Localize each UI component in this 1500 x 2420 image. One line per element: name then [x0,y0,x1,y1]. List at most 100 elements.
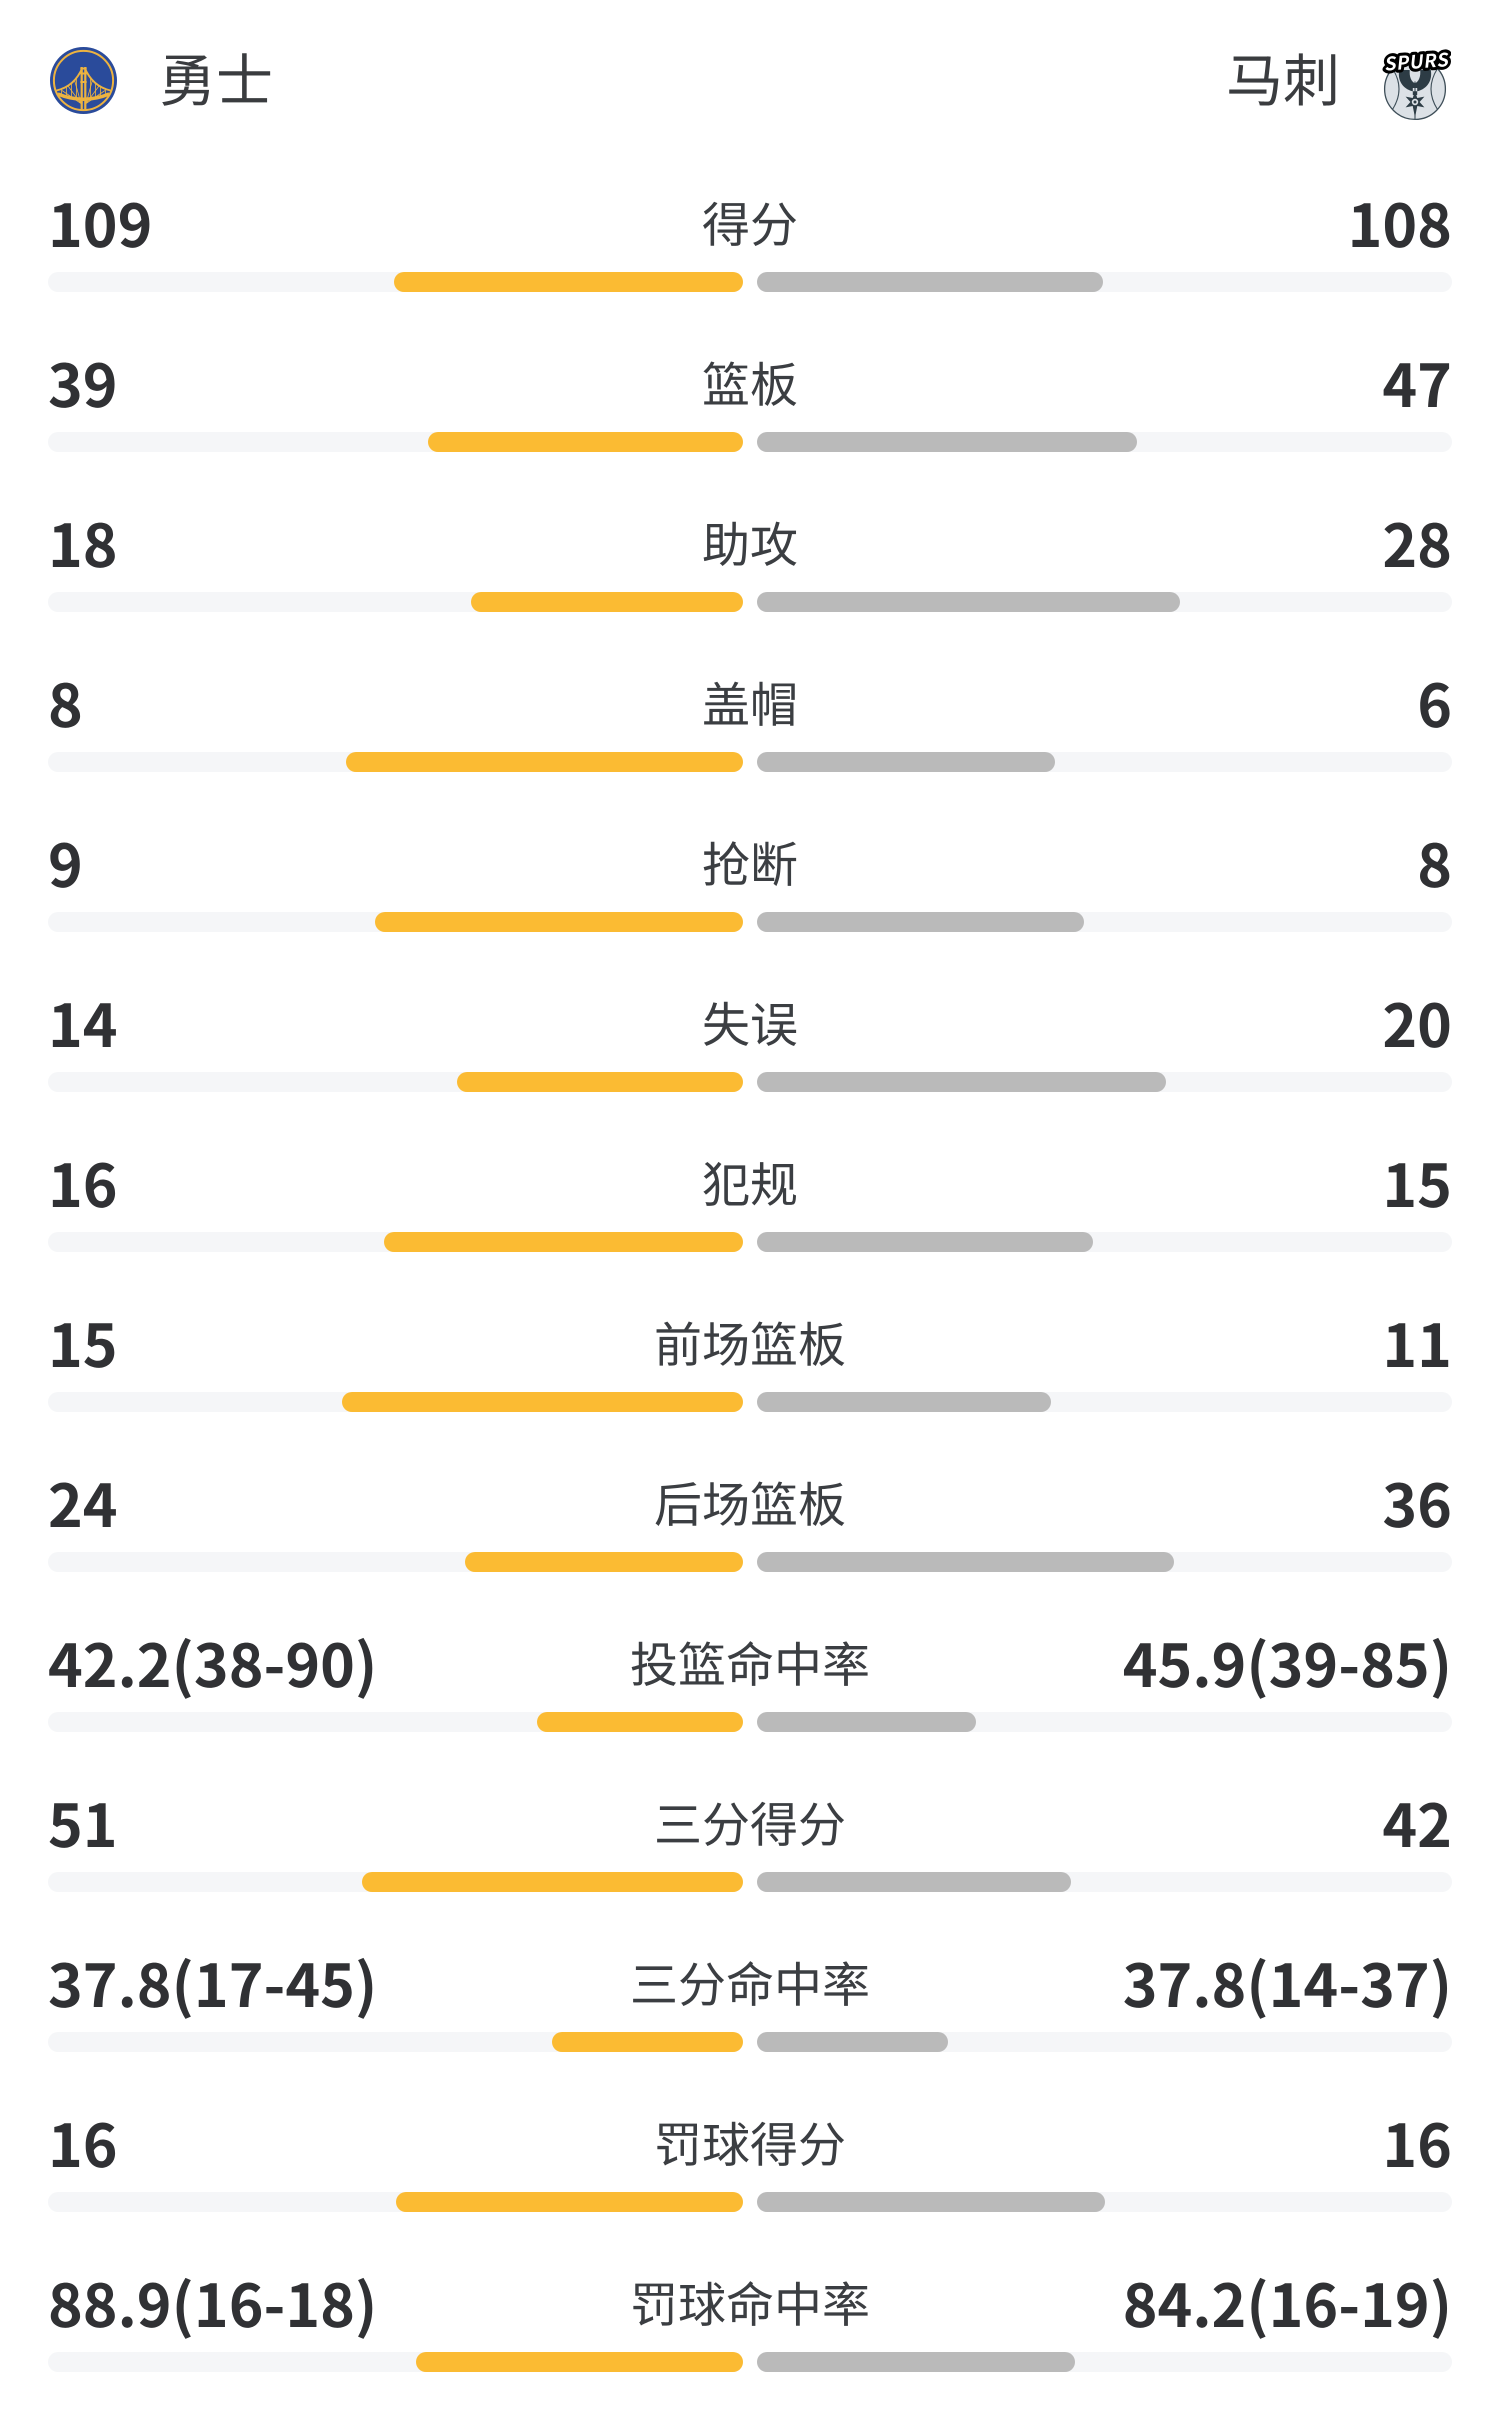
away-bar-fill [757,432,1137,452]
stat-row: 8 盖帽 6 [0,660,1500,820]
home-stat-value: 18 [48,499,118,584]
away-stat-value: 47 [1382,339,1452,424]
stat-row: 39 篮板 47 [0,340,1500,500]
stat-bars [48,272,1452,292]
home-bar-track [48,1712,743,1732]
home-stat-value: 39 [48,339,118,424]
away-stat-value: 84.2(16-19) [1122,2259,1452,2344]
away-stat-value: 20 [1382,979,1452,1064]
away-stat-value: 45.9(39-85) [1122,1619,1452,1704]
home-bar-track [48,1072,743,1092]
away-bar-fill [757,1552,1174,1572]
away-stat-value: 11 [1382,1299,1452,1384]
home-team-logo-warriors-icon[interactable] [50,47,117,114]
away-bar-fill [757,1072,1166,1092]
away-bar-track [757,1232,1452,1252]
away-team-logo-spurs-icon[interactable] [1379,45,1452,121]
home-bar-track [48,272,743,292]
away-team-name[interactable]: 马刺 [1226,36,1340,118]
away-bar-track [757,2352,1452,2372]
home-bar-fill [342,1392,743,1412]
away-stat-value: 37.8(14-37) [1122,1939,1452,2024]
away-stat-value: 6 [1417,659,1452,744]
stat-row: 51 三分得分 42 [0,1780,1500,1940]
away-stat-value: 28 [1382,499,1452,584]
away-stat-value: 16 [1382,2099,1452,2184]
away-bar-track [757,1552,1452,1572]
away-bar-track [757,1392,1452,1412]
stat-bars [48,1552,1452,1572]
away-bar-track [757,272,1452,292]
stat-label: 失误 [701,986,798,1056]
home-bar-track [48,592,743,612]
away-bar-fill [757,1872,1071,1892]
home-team-name[interactable]: 勇士 [159,36,273,118]
home-bar-fill [465,1552,743,1572]
away-bar-track [757,592,1452,612]
stat-label: 三分命中率 [629,1946,870,2016]
stat-label: 前场篮板 [653,1306,846,1376]
home-bar-fill [361,1872,743,1892]
stat-label: 盖帽 [701,666,798,736]
home-stat-value: 16 [48,1139,118,1224]
away-bar-track [757,752,1452,772]
home-bar-fill [552,2032,743,2052]
stat-bars [48,912,1452,932]
home-bar-track [48,1872,743,1892]
home-bar-track [48,1392,743,1412]
stat-row: 16 罚球得分 16 [0,2100,1500,2260]
stat-label: 罚球得分 [653,2106,846,2176]
away-bar-track [757,1872,1452,1892]
away-bar-fill [757,2192,1105,2212]
stat-row: 14 失误 20 [0,980,1500,1140]
home-stat-value: 8 [48,659,83,744]
home-bar-track [48,432,743,452]
home-stat-value: 51 [48,1779,118,1864]
stat-row: 109 得分 108 [0,180,1500,340]
stat-bars [48,592,1452,612]
stat-row: 24 后场篮板 36 [0,1460,1500,1620]
away-bar-track [757,2032,1452,2052]
stat-label: 助攻 [701,506,798,576]
away-bar-track [757,1072,1452,1092]
home-stat-value: 24 [48,1459,118,1544]
home-stat-value: 15 [48,1299,118,1384]
away-stat-value: 36 [1382,1459,1452,1544]
away-stat-value: 15 [1382,1139,1452,1224]
away-bar-fill [757,272,1103,292]
stat-row: 16 犯规 15 [0,1140,1500,1300]
away-team-header[interactable]: 马刺 [750,0,1500,180]
home-bar-track [48,2352,743,2372]
team-header: 勇士 马刺 [0,0,1500,180]
stat-bars [48,432,1452,452]
home-stat-value: 14 [48,979,118,1064]
away-bar-fill [757,1392,1052,1412]
away-stat-value: 42 [1382,1779,1452,1864]
away-bar-fill [757,592,1180,612]
stat-label: 罚球命中率 [629,2266,870,2336]
home-bar-track [48,912,743,932]
home-bar-fill [471,592,743,612]
away-stat-value: 108 [1347,179,1452,264]
stat-row: 9 抢断 8 [0,820,1500,980]
home-bar-fill [415,2352,743,2372]
stat-label: 得分 [701,186,798,256]
home-bar-fill [536,1712,743,1732]
stat-row: 42.2(38-90) 投篮命中率 45.9(39-85) [0,1620,1500,1780]
stat-label: 三分得分 [653,1786,846,1856]
stat-label: 后场篮板 [653,1466,846,1536]
away-bar-fill [757,752,1055,772]
away-bar-fill [757,1232,1094,1252]
home-bar-fill [456,1072,743,1092]
home-stat-value: 88.9(16-18) [48,2259,378,2344]
stat-bars [48,1232,1452,1252]
away-bar-track [757,1712,1452,1732]
home-team-header[interactable]: 勇士 [0,0,750,180]
stat-label: 犯规 [701,1146,798,1216]
stat-bars [48,2192,1452,2212]
stat-label: 抢断 [701,826,798,896]
home-bar-track [48,752,743,772]
away-bar-fill [757,912,1085,932]
stat-row: 15 前场篮板 11 [0,1300,1500,1460]
stat-bars [48,1072,1452,1092]
